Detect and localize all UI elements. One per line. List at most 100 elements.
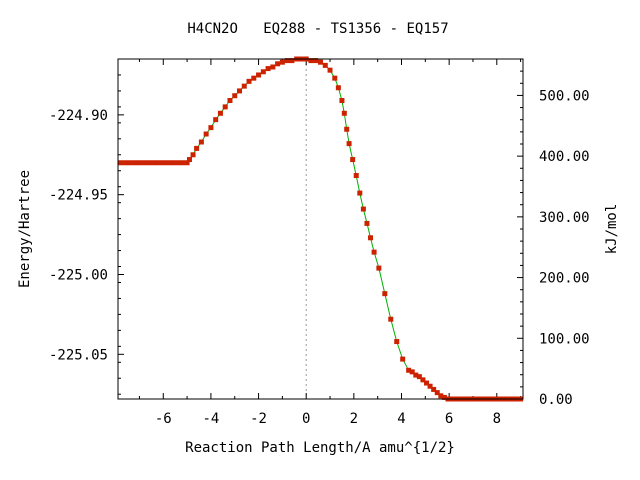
data-point (424, 380, 430, 386)
data-point (322, 62, 328, 68)
data-point (213, 117, 219, 123)
data-point (346, 141, 352, 147)
energy-curve-line (120, 58, 521, 400)
data-point (198, 139, 204, 145)
data-point (400, 356, 406, 362)
y-axis-ticks: -224.90 -224.95 -225.00 -225.05 (49, 58, 124, 395)
y2-tick-label: 100.00 (539, 331, 590, 347)
data-point (227, 98, 233, 104)
data-point (420, 377, 426, 383)
y2-axis-ticks: 500.00 400.00 300.00 200.00 100.00 0.00 (517, 70, 590, 408)
y2-tick-label: 300.00 (539, 210, 590, 226)
data-point (332, 75, 338, 81)
data-point (127, 160, 133, 166)
x-tick-label: -2 (250, 411, 267, 427)
data-point (246, 78, 252, 84)
x-tick-label: 2 (350, 411, 358, 427)
x-tick-label: 6 (445, 411, 453, 427)
x-tick-label: -6 (155, 411, 172, 427)
data-point (237, 88, 242, 94)
data-point (136, 160, 142, 166)
y-axis-label: Energy/Hartree (17, 170, 33, 288)
data-point (441, 394, 447, 400)
data-point (175, 160, 181, 166)
data-point (222, 104, 228, 110)
data-point (409, 369, 415, 375)
data-point (327, 67, 333, 73)
x-tick-label: 4 (397, 411, 405, 427)
data-point (364, 220, 370, 226)
data-point (368, 235, 374, 241)
data-point (251, 75, 257, 81)
data-point (289, 58, 295, 64)
data-point (341, 110, 347, 116)
x-tick-label: 8 (493, 411, 501, 427)
data-point (416, 374, 422, 380)
data-point (360, 206, 366, 212)
chart-title: H4CN2O EQ288 - TS1356 - EQ157 (187, 21, 448, 37)
data-point (353, 173, 359, 179)
data-point (308, 58, 314, 64)
data-point (318, 59, 323, 65)
data-point (184, 160, 190, 166)
data-point (270, 64, 276, 70)
data-point (190, 152, 196, 158)
data-point (151, 160, 157, 166)
data-point (438, 393, 444, 399)
data-point (434, 390, 440, 396)
data-point (388, 316, 394, 322)
data-point (186, 157, 192, 163)
data-point (122, 160, 128, 166)
data-point (394, 339, 400, 345)
y-tick-label: -225.00 (49, 267, 108, 283)
data-point (256, 72, 262, 78)
data-point (160, 160, 166, 166)
y2-tick-label: 400.00 (539, 149, 590, 165)
data-point (406, 367, 412, 373)
x-axis-label: Reaction Path Length/A amu^{1/2} (185, 440, 455, 456)
y-tick-label: -224.90 (49, 108, 108, 124)
data-point (431, 386, 437, 392)
data-point (382, 291, 388, 297)
data-point (241, 83, 247, 89)
y2-tick-label: 0.00 (539, 392, 573, 408)
x-axis-ticks: -6 -4 -2 0 2 4 6 8 (138, 59, 522, 427)
data-point (179, 160, 185, 166)
data-point (350, 157, 356, 163)
data-point (156, 160, 161, 166)
data-point (194, 145, 200, 151)
data-point (284, 58, 290, 64)
y2-tick-label: 200.00 (539, 271, 590, 287)
data-point (357, 190, 363, 196)
data-point (146, 160, 152, 166)
data-point (170, 160, 176, 166)
data-point (260, 69, 266, 75)
data-point (203, 131, 209, 137)
data-point (335, 85, 341, 91)
data-point (165, 160, 171, 166)
y2-tick-label: 500.00 (539, 88, 590, 104)
data-point (275, 61, 281, 67)
y-tick-label: -225.05 (49, 347, 108, 363)
data-point (208, 125, 214, 131)
data-point (313, 58, 319, 64)
data-point (141, 160, 147, 166)
data-point (427, 383, 433, 389)
series-layer (117, 56, 524, 402)
data-point (117, 160, 123, 166)
data-point (344, 126, 350, 132)
data-point (132, 160, 138, 166)
data-point (371, 249, 377, 255)
data-point (232, 93, 238, 99)
plot-frame (117, 58, 524, 400)
data-point (376, 265, 382, 271)
x-tick-label: 0 (302, 411, 310, 427)
data-point (265, 66, 271, 72)
data-point (279, 59, 285, 65)
data-point (339, 98, 345, 104)
x-tick-label: -4 (202, 411, 219, 427)
data-point (413, 372, 419, 378)
y-tick-label: -224.95 (49, 188, 108, 204)
y2-axis-label: kJ/mol (604, 204, 620, 255)
